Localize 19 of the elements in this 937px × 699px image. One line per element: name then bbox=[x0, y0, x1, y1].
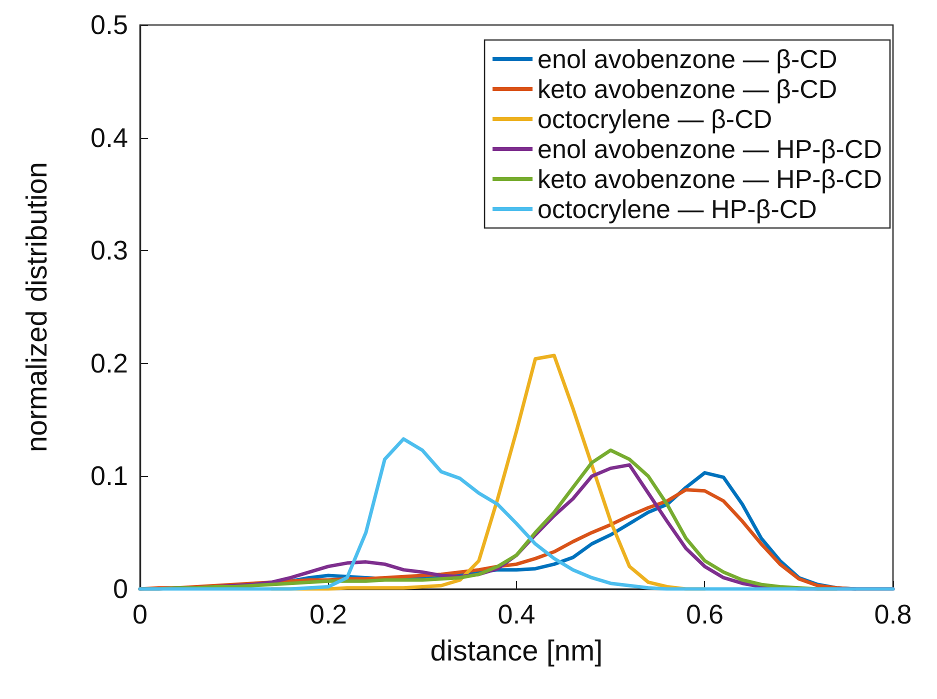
y-tick-label: 0.3 bbox=[90, 236, 128, 266]
x-tick-label: 0.2 bbox=[309, 600, 348, 630]
x-tick-label: 0.6 bbox=[686, 600, 724, 630]
y-tick-label: 0.4 bbox=[90, 122, 128, 153]
x-tick-label: 0 bbox=[132, 600, 148, 630]
legend-label: enol avobenzone — HP-β-CD bbox=[538, 134, 882, 164]
legend-label: octocrylene — β-CD bbox=[538, 104, 772, 134]
legend-label: octocrylene — HP-β-CD bbox=[538, 194, 817, 224]
y-tick-label: 0.2 bbox=[90, 348, 128, 378]
legend-label: enol avobenzone — β-CD bbox=[538, 44, 838, 74]
y-tick-label: 0.5 bbox=[90, 10, 128, 40]
legend-label: keto avobenzone — HP-β-CD bbox=[538, 164, 882, 194]
y-axis-title: normalized distribution bbox=[22, 162, 54, 452]
y-tick-label: 0 bbox=[112, 574, 128, 604]
x-axis-title: distance [nm] bbox=[430, 636, 603, 668]
x-tick-label: 0.4 bbox=[498, 600, 536, 630]
y-tick-label: 0.1 bbox=[90, 461, 128, 492]
x-tick-label: 0.8 bbox=[874, 600, 912, 630]
legend-label: keto avobenzone — β-CD bbox=[538, 74, 838, 104]
